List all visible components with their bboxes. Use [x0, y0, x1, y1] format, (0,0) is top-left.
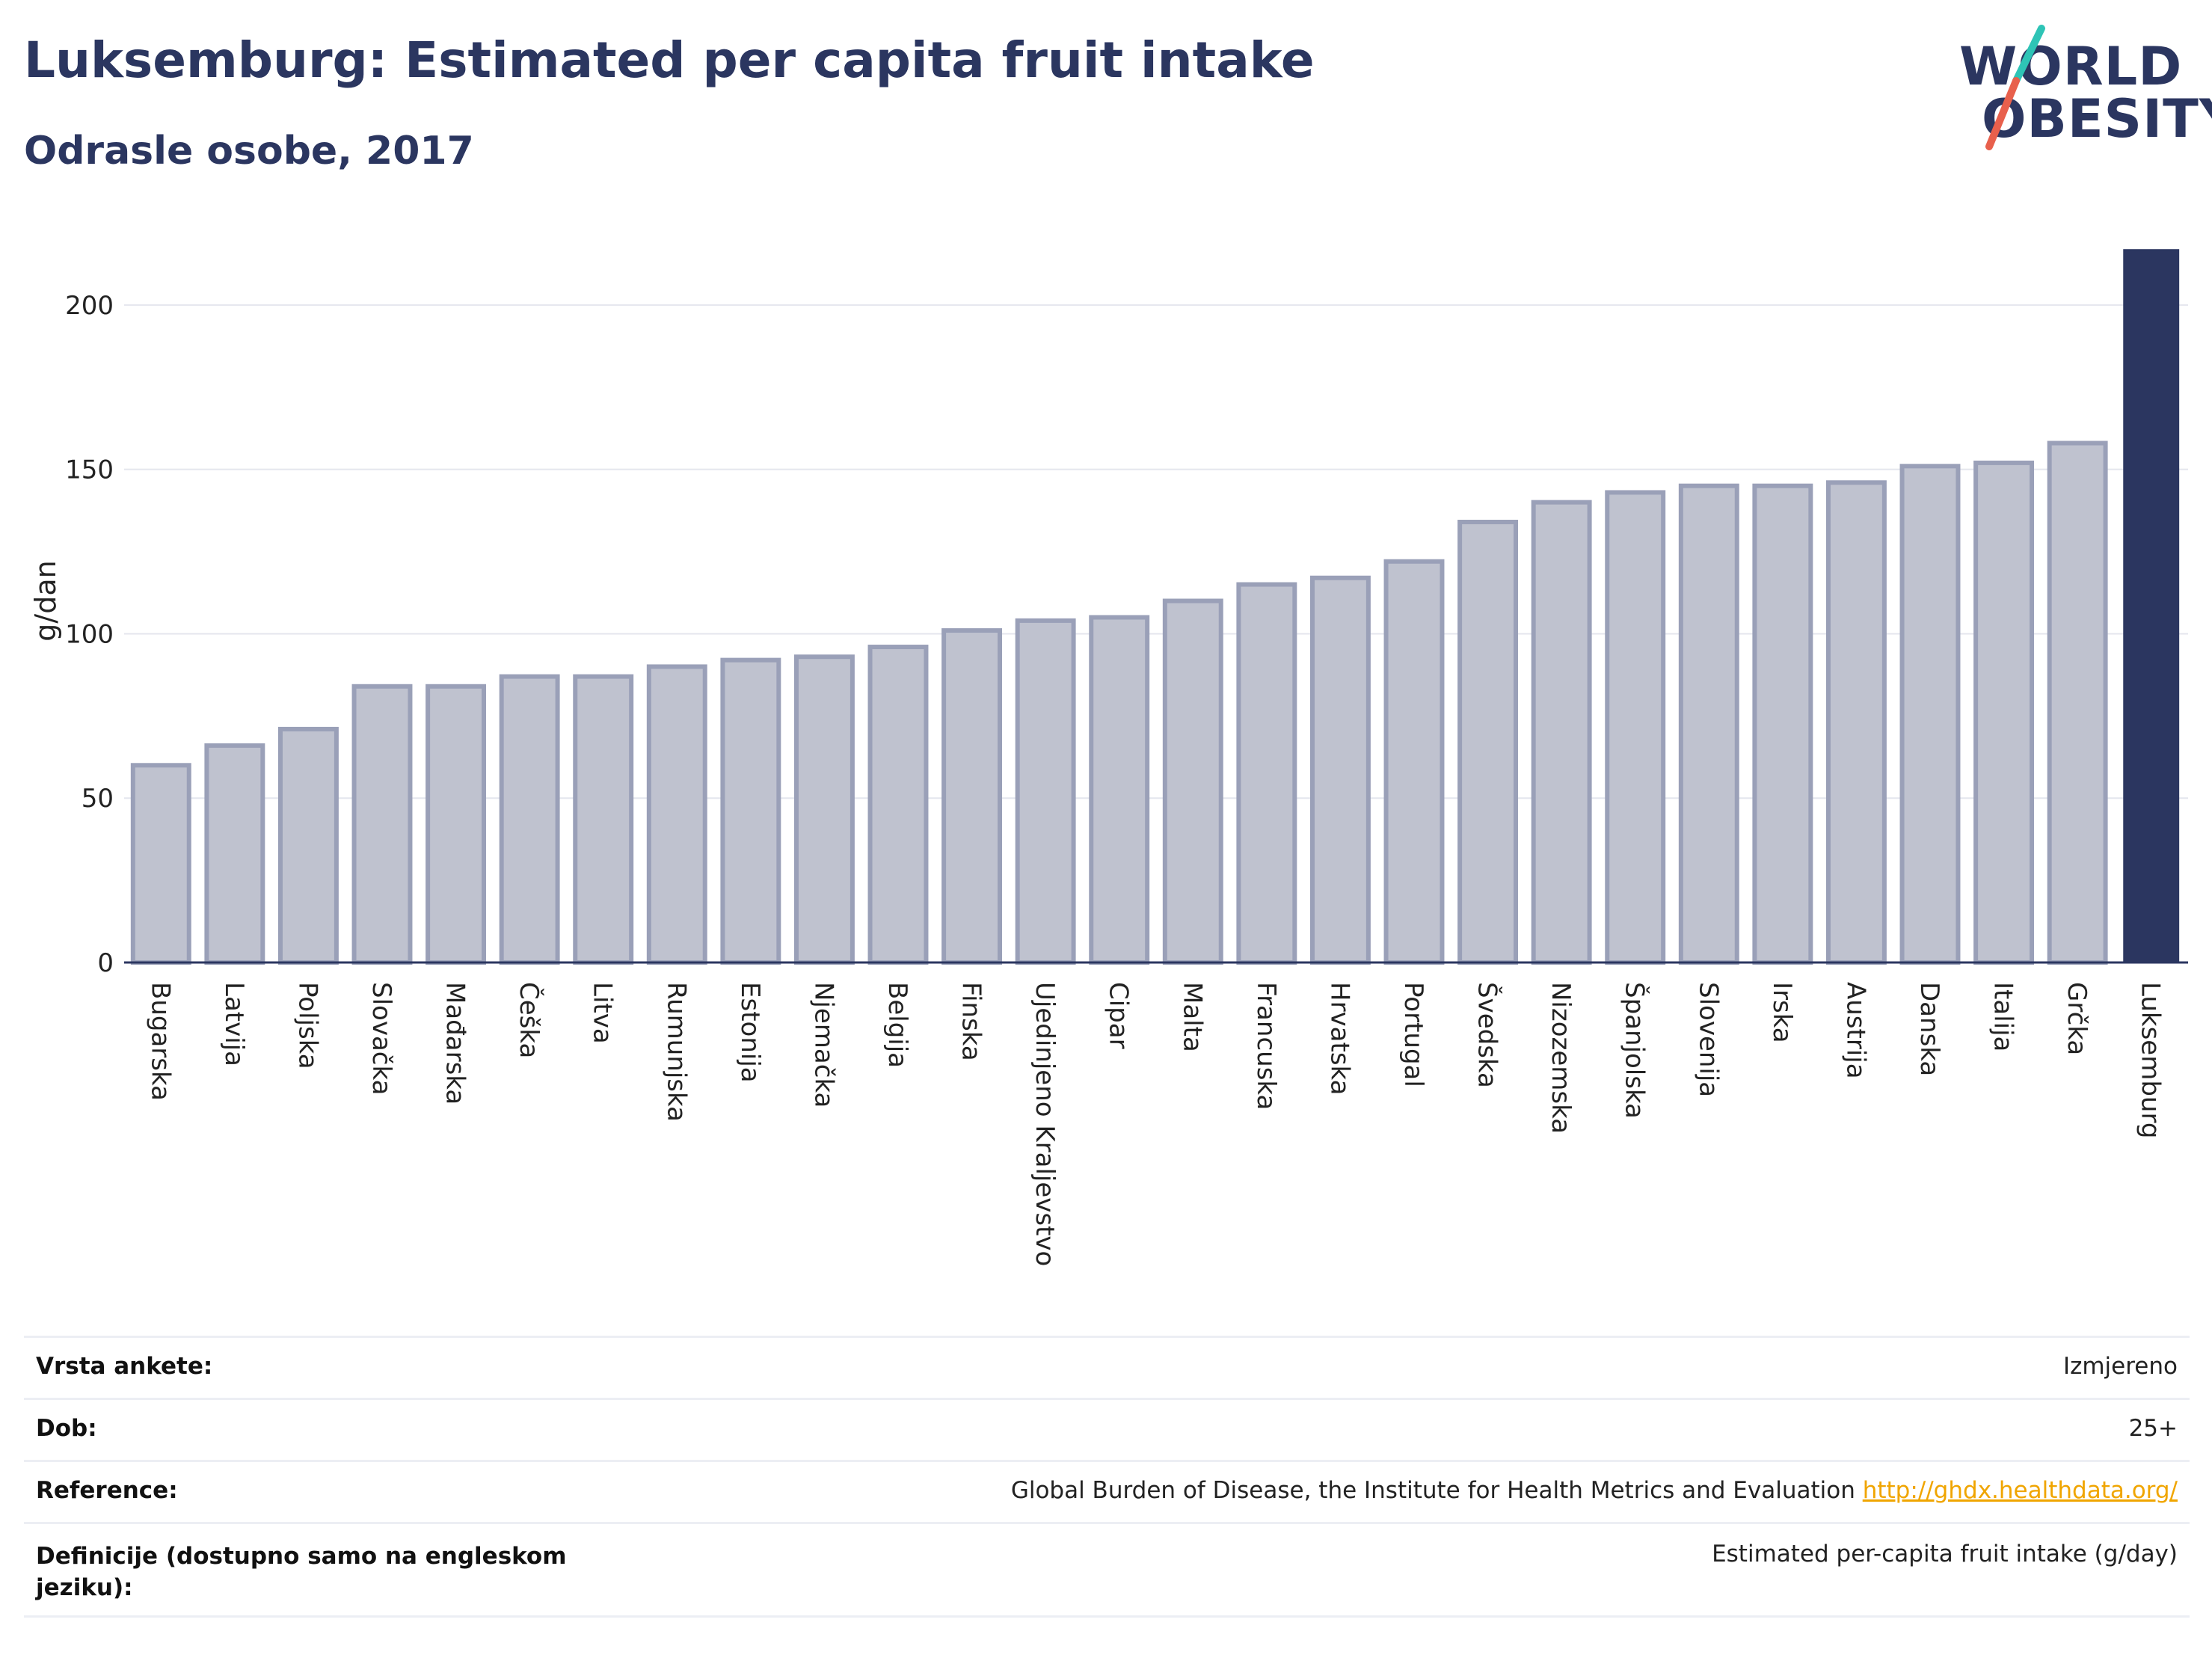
bar [1973, 460, 2035, 965]
bar [204, 743, 265, 965]
bar [2123, 249, 2180, 962]
bar-chart: 0 50 100 150 200 g/dan Bugarska Latvija Poljska S… [29, 249, 2188, 1266]
bar [1825, 480, 1887, 965]
logo-line-2: OBESITY [1982, 88, 2212, 150]
x-tick-label: Cipar [1104, 982, 1134, 1049]
bar [941, 628, 1003, 965]
x-tick-label: Francuska [1251, 982, 1281, 1110]
x-tick-label: Bugarska [145, 982, 175, 1101]
x-tick-label: Portugal [1398, 982, 1428, 1087]
bar [720, 657, 781, 965]
bar [1089, 615, 1150, 965]
x-tick-label: Finska [956, 982, 986, 1061]
x-tick-label: Litva [588, 982, 618, 1044]
meta-value: Global Burden of Disease, the Institute … [1011, 1477, 2178, 1504]
x-tick-label: Njemačka [808, 982, 838, 1108]
bar [1531, 500, 1592, 965]
y-tick-label: 0 [97, 948, 114, 978]
x-tick-label: Estonija [735, 982, 765, 1083]
bar [1605, 490, 1666, 965]
bar [1899, 464, 1961, 965]
meta-row-survey-type: Vrsta ankete: Izmjereno [24, 1336, 2190, 1398]
x-tick-label: Austrija [1840, 982, 1870, 1079]
reference-link[interactable]: http://ghdx.healthdata.org/ [1862, 1477, 2178, 1504]
x-tick-label: Češka [514, 982, 544, 1058]
x-tick-label: Malta [1177, 982, 1207, 1052]
meta-label: Reference: [36, 1477, 178, 1504]
meta-row-age: Dob: 25+ [24, 1398, 2190, 1460]
bar [1752, 483, 1813, 965]
bar [646, 664, 707, 965]
logo-line-1: WORLD [1959, 36, 2183, 97]
meta-label: Vrsta ankete: [36, 1353, 213, 1380]
chart-subtitle: Odrasle osobe, 2017 [24, 129, 474, 174]
bar [1162, 598, 1223, 965]
y-tick-label: 50 [82, 784, 114, 814]
x-tick-label: Hrvatska [1324, 982, 1354, 1095]
x-tick-label: Ujedinjeno Kraljevstvo [1030, 982, 1060, 1266]
meta-value: Estimated per-capita fruit intake (g/day… [1712, 1541, 2178, 1568]
x-tick-label: Slovačka [366, 982, 396, 1095]
bar [1015, 618, 1076, 965]
bar [1236, 582, 1297, 965]
meta-label: Definicije (dostupno samo na engleskom j… [36, 1543, 567, 1601]
bar [867, 645, 929, 965]
y-tick-label: 100 [65, 619, 114, 649]
x-tick-label: Danska [1914, 982, 1944, 1076]
y-tick-label: 150 [65, 455, 114, 485]
meta-label: Dob: [36, 1415, 97, 1442]
bar [2047, 440, 2108, 965]
meta-row-definitions: Definicije (dostupno samo na engleskom j… [24, 1522, 2190, 1618]
bar [499, 674, 560, 965]
bar [573, 674, 634, 965]
chart-title: Luksemburg: Estimated per capita fruit i… [24, 31, 1315, 89]
meta-row-reference: Reference: Global Burden of Disease, the… [24, 1460, 2190, 1522]
bar [1309, 575, 1371, 965]
meta-value: 25+ [2128, 1415, 2178, 1442]
x-tick-label: Španjolska [1620, 982, 1650, 1119]
x-tick-label: Slovenija [1693, 982, 1723, 1097]
y-axis-label: g/dan [29, 560, 62, 641]
reference-text: Global Burden of Disease, the Institute … [1010, 1477, 1863, 1504]
bar [425, 684, 487, 965]
metadata-table: Vrsta ankete: Izmjereno Dob: 25+ Referen… [24, 1336, 2190, 1618]
x-tick-label: Luksemburg [2136, 982, 2166, 1138]
x-tick-label: Poljska [292, 982, 322, 1069]
x-tick-label: Nizozemska [1546, 982, 1576, 1134]
world-obesity-logo[interactable]: WORLD OBESITY [1944, 22, 2212, 157]
x-tick-label: Grčka [2062, 982, 2092, 1055]
y-tick-label: 200 [65, 291, 114, 321]
x-tick-label: Latvija [219, 982, 249, 1066]
x-tick-label: Švedska [1472, 982, 1503, 1088]
x-tick-label: Italija [1988, 982, 2018, 1051]
bar [1383, 559, 1445, 965]
x-tick-label: Irska [1767, 982, 1797, 1043]
bar [130, 763, 191, 965]
logo-slash-icon [1985, 25, 2045, 150]
bar [1678, 483, 1739, 965]
bar [351, 684, 413, 965]
x-tick-label: Belgija [882, 982, 912, 1068]
x-tick-label: Rumunjska [661, 982, 691, 1122]
meta-value: Izmjereno [2062, 1353, 2178, 1380]
x-tick-label: Mađarska [440, 982, 470, 1105]
bar [1457, 520, 1519, 965]
bar [793, 654, 855, 965]
bar [277, 726, 339, 965]
